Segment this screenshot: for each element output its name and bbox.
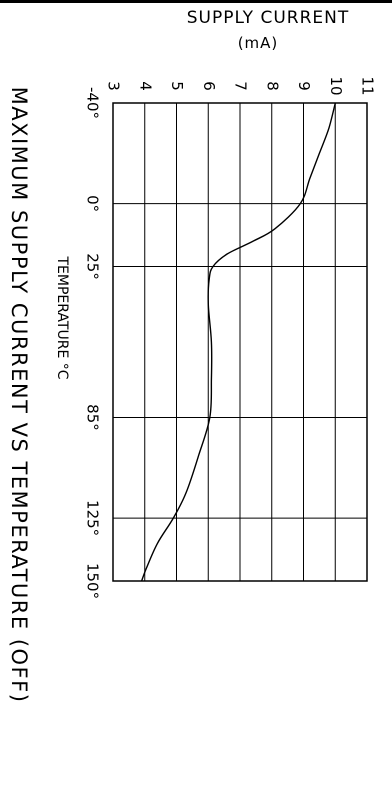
y-axis-unit-label: (mA): [238, 34, 279, 52]
plot-frame: [112, 102, 368, 582]
y-tick-label: 3: [105, 81, 123, 91]
y-tick-label: 7: [232, 81, 250, 91]
x-tick-labels: -40° 0° 25° 85° 125° 150°: [84, 87, 102, 599]
y-tick-label: 10: [327, 76, 345, 95]
series-line: [140, 102, 336, 582]
chart-title: MAXIMUM SUPPLY CURRENT VS TEMPERATURE (O…: [7, 87, 31, 704]
x-tick-label: 25°: [84, 253, 102, 280]
x-tick-label: 85°: [84, 404, 102, 431]
y-tick-label: 4: [136, 81, 154, 91]
y-tick-labels: 3 4 5 6 7 8 9 10 11: [105, 76, 377, 95]
x-tick-label: 125°: [84, 500, 102, 536]
grid-lines: [113, 103, 367, 581]
y-tick-label: 11: [359, 76, 377, 95]
top-border-rule: [0, 0, 392, 3]
y-axis-label: SUPPLY CURRENT: [187, 8, 350, 28]
y-tick-label: 9: [295, 81, 313, 91]
y-tick-label: 8: [263, 81, 281, 91]
y-tick-label: 5: [168, 81, 186, 91]
x-tick-label: -40°: [84, 87, 102, 119]
x-tick-label: 0°: [84, 195, 102, 212]
x-tick-label: 150°: [84, 563, 102, 599]
x-axis-label: TEMPERATURE °C: [54, 255, 70, 379]
y-tick-label: 6: [200, 81, 218, 91]
